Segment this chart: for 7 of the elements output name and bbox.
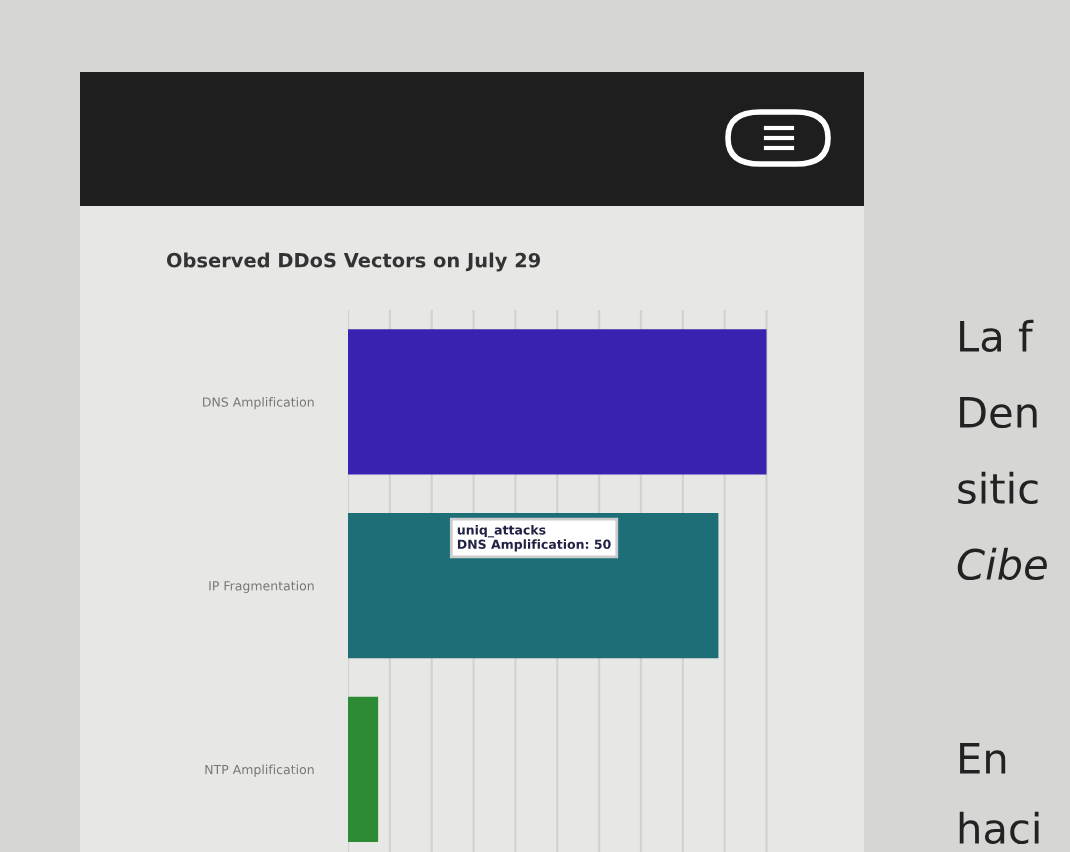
text: En	[960, 743, 1006, 774]
text: haci	[959, 811, 1039, 845]
text: sitic	[958, 471, 1038, 505]
text: Cibe	[957, 547, 1047, 581]
text: La f	[960, 319, 1034, 353]
chart-title: Observed DDoS Vectors on July 29	[166, 252, 541, 272]
text: Den	[960, 397, 1037, 429]
